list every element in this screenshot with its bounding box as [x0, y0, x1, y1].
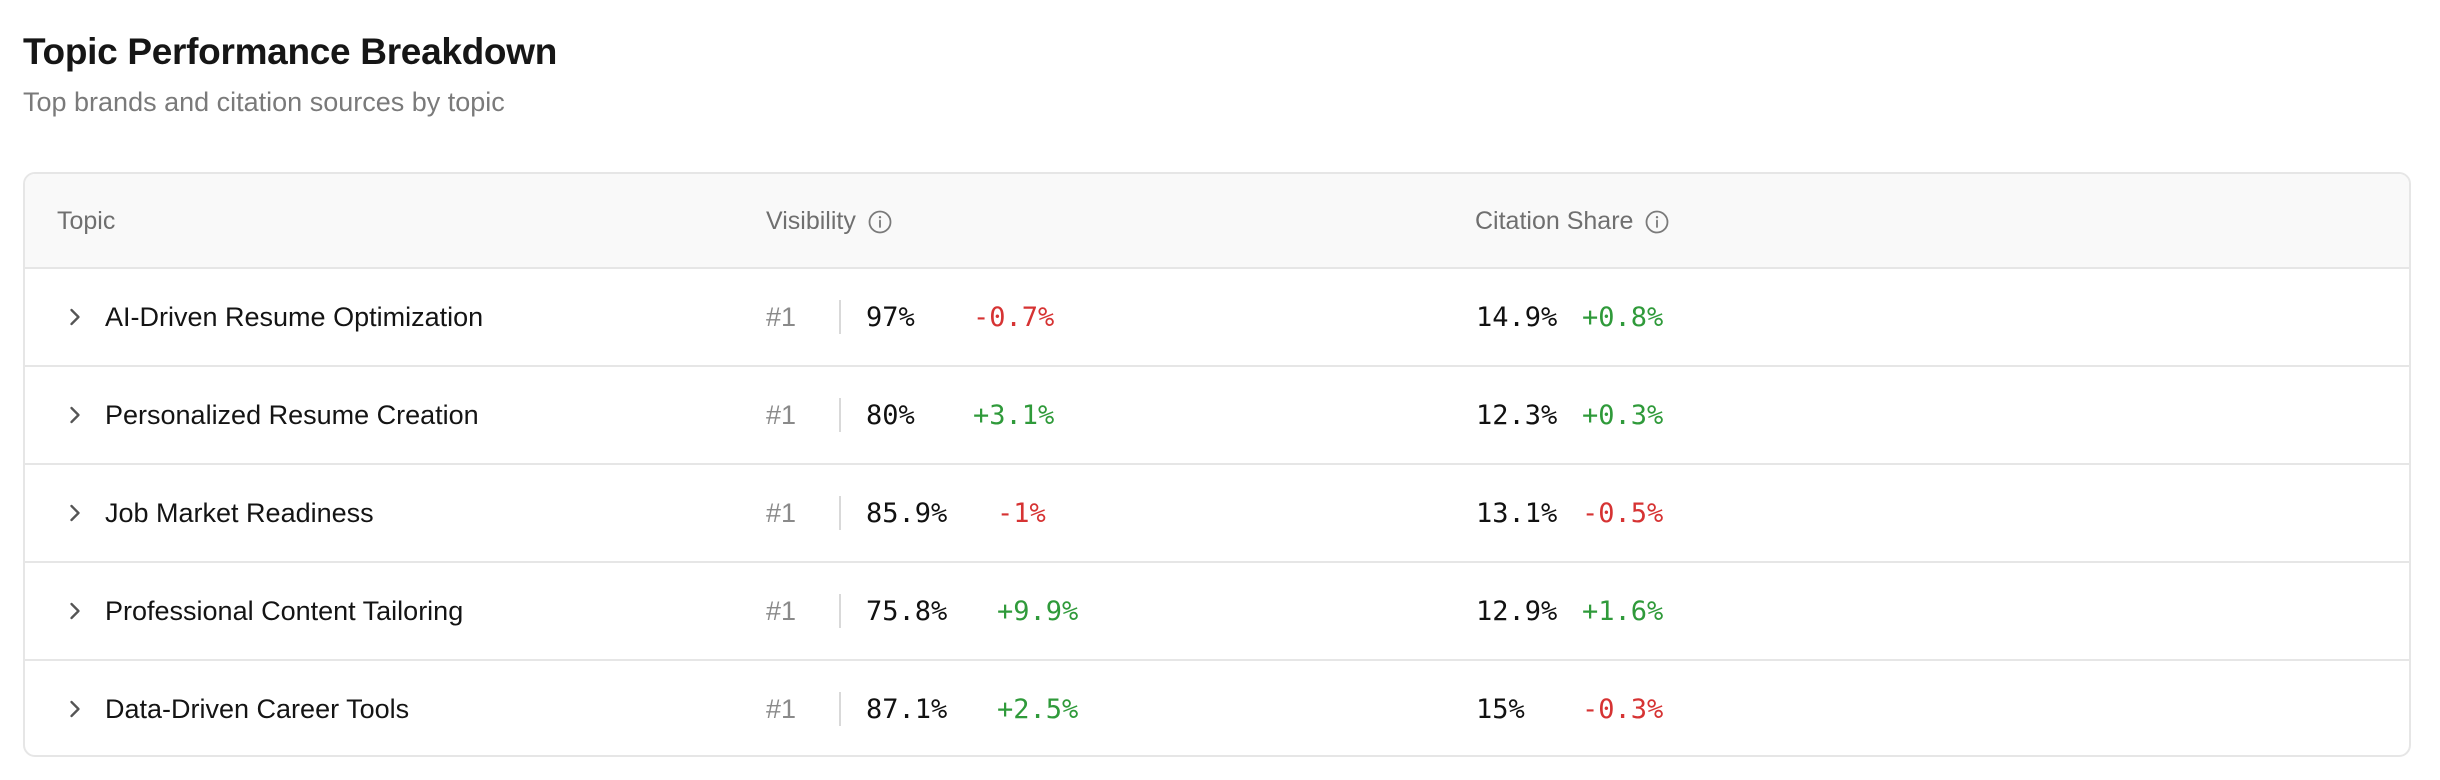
visibility-value: 97% — [866, 301, 915, 333]
visibility-delta: +2.5% — [997, 693, 1079, 725]
visibility-delta: +3.1% — [973, 399, 1055, 431]
visibility-delta: -1% — [997, 497, 1046, 529]
table-row[interactable]: AI-Driven Resume Optimization #1 97% -0.… — [25, 269, 2409, 367]
column-header-citation-share[interactable]: Citation Share — [1475, 174, 1669, 269]
column-header-label: Citation Share — [1475, 207, 1634, 235]
page-title: Topic Performance Breakdown — [23, 31, 558, 72]
citation-share-delta: -0.5% — [1582, 497, 1664, 529]
topic-name: Data-Driven Career Tools — [105, 693, 410, 724]
rank-badge: #1 — [766, 399, 797, 430]
divider — [839, 300, 841, 334]
topic-name: AI-Driven Resume Optimization — [105, 301, 484, 332]
column-header-topic[interactable]: Topic — [57, 174, 115, 269]
divider — [839, 692, 841, 726]
divider — [839, 594, 841, 628]
visibility-value: 85.9% — [866, 497, 948, 529]
citation-share-value: 13.1% — [1476, 497, 1558, 529]
info-circle-icon[interactable] — [1645, 210, 1669, 234]
table-row[interactable]: Data-Driven Career Tools #1 87.1% +2.5% … — [25, 661, 2409, 755]
visibility-value: 87.1% — [866, 693, 948, 725]
table-row[interactable]: Personalized Resume Creation #1 80% +3.1… — [25, 367, 2409, 465]
visibility-value: 80% — [866, 399, 915, 431]
topic-name: Job Market Readiness — [105, 497, 374, 528]
chevron-right-icon[interactable] — [61, 597, 89, 625]
citation-share-value: 14.9% — [1476, 301, 1558, 333]
table-header: Topic Visibility Citation Share — [25, 174, 2409, 269]
citation-share-value: 12.9% — [1476, 595, 1558, 627]
column-header-label: Visibility — [766, 207, 856, 235]
visibility-value: 75.8% — [866, 595, 948, 627]
chevron-right-icon[interactable] — [61, 499, 89, 527]
table-row[interactable]: Professional Content Tailoring #1 75.8% … — [25, 563, 2409, 661]
rank-badge: #1 — [766, 595, 797, 626]
citation-share-delta: +0.8% — [1582, 301, 1664, 333]
table-body: AI-Driven Resume Optimization #1 97% -0.… — [25, 269, 2409, 755]
rank-badge: #1 — [766, 301, 797, 332]
citation-share-delta: +1.6% — [1582, 595, 1664, 627]
topic-table: Topic Visibility Citation Share — [23, 172, 2411, 757]
chevron-right-icon[interactable] — [61, 695, 89, 723]
chevron-right-icon[interactable] — [61, 401, 89, 429]
visibility-delta: +9.9% — [997, 595, 1079, 627]
rank-badge: #1 — [766, 693, 797, 724]
citation-share-delta: -0.3% — [1582, 693, 1664, 725]
table-row[interactable]: Job Market Readiness #1 85.9% -1% 13.1% … — [25, 465, 2409, 563]
citation-share-value: 15% — [1476, 693, 1525, 725]
page-subtitle: Top brands and citation sources by topic — [23, 87, 505, 117]
divider — [839, 398, 841, 432]
citation-share-delta: +0.3% — [1582, 399, 1664, 431]
citation-share-value: 12.3% — [1476, 399, 1558, 431]
chevron-right-icon[interactable] — [61, 303, 89, 331]
rank-badge: #1 — [766, 497, 797, 528]
column-header-label: Topic — [57, 207, 116, 235]
column-header-visibility[interactable]: Visibility — [766, 174, 892, 269]
topic-name: Professional Content Tailoring — [105, 595, 464, 626]
info-circle-icon[interactable] — [868, 210, 892, 234]
topic-name: Personalized Resume Creation — [105, 399, 479, 430]
divider — [839, 496, 841, 530]
visibility-delta: -0.7% — [973, 301, 1055, 333]
